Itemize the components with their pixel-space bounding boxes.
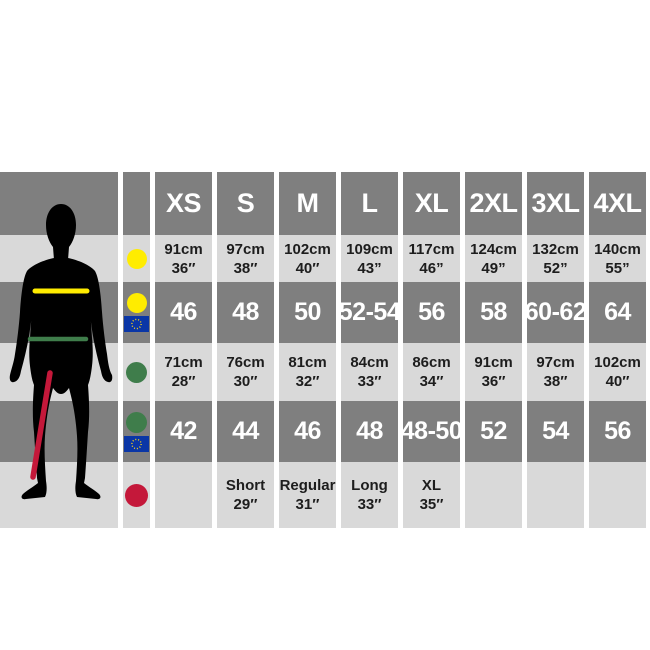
leg-length-cell: Regular 31″ <box>279 462 336 528</box>
eu-flag-icon <box>124 435 149 452</box>
male-silhouette <box>9 204 113 500</box>
eu-size-cell: 46 <box>155 282 212 343</box>
eu-size-cell: 52-54 <box>339 282 401 343</box>
silhouette-head <box>46 204 76 260</box>
measurement-cell: 140cm 55” <box>589 235 646 282</box>
yellow-dot-icon <box>126 248 147 269</box>
size-header-cell: L <box>341 172 398 235</box>
eu-size-cell: 44 <box>217 401 274 462</box>
red-dot-icon <box>125 483 148 507</box>
row-marker-cell <box>123 462 150 528</box>
measurement-cell: 102cm 40″ <box>589 343 646 401</box>
eu-size-cell: 56 <box>403 282 460 343</box>
leg-length-cell <box>155 462 212 528</box>
row-marker-cell <box>123 235 150 282</box>
leg-length-cell: Long 33″ <box>341 462 398 528</box>
eu-size-cell: 48 <box>217 282 274 343</box>
eu-size-cell: 50 <box>279 282 336 343</box>
measurement-cell: 124cm 49” <box>465 235 522 282</box>
measurement-cell: 81cm 32″ <box>279 343 336 401</box>
row-marker-cell <box>123 282 150 343</box>
eu-size-cell: 60-62 <box>525 282 587 343</box>
eu-flag-icon <box>124 316 149 332</box>
size-header-cell: 3XL <box>527 172 584 235</box>
size-header-cell: M <box>279 172 336 235</box>
eu-size-cell: 58 <box>465 282 522 343</box>
eu-size-cell: 52 <box>465 401 522 462</box>
eu-size-cell: 48 <box>341 401 398 462</box>
row-marker-cell <box>123 343 150 401</box>
eu-size-cell: 56 <box>589 401 646 462</box>
figure-cell <box>0 172 118 528</box>
measurement-cell: 91cm 36″ <box>155 235 212 282</box>
eu-size-cell: 54 <box>527 401 584 462</box>
size-header-cell: 2XL <box>465 172 522 235</box>
measurement-cell: 71cm 28″ <box>155 343 212 401</box>
green-dot-icon <box>126 361 147 383</box>
size-header-cell: 4XL <box>589 172 646 235</box>
eu-size-cell: 48-50 <box>401 401 463 462</box>
measurement-cell: 84cm 33″ <box>341 343 398 401</box>
row-marker-cell <box>123 401 150 462</box>
leg-length-cell <box>589 462 646 528</box>
eu-size-cell: 64 <box>589 282 646 343</box>
measurement-cell: 132cm 52” <box>527 235 584 282</box>
measurement-cell: 117cm 46” <box>403 235 460 282</box>
silhouette-body <box>9 258 113 500</box>
inseam-measure-line <box>30 370 53 480</box>
size-header-cell: XS <box>155 172 212 235</box>
leg-length-cell <box>527 462 584 528</box>
leg-length-cell: XL 35″ <box>403 462 460 528</box>
measurement-cell: 76cm 30″ <box>217 343 274 401</box>
size-header-cell: XL <box>403 172 460 235</box>
measurement-cell: 97cm 38″ <box>527 343 584 401</box>
measurement-cell: 102cm 40″ <box>279 235 336 282</box>
yellow-dot-icon <box>126 293 147 313</box>
measurement-cell: 86cm 34″ <box>403 343 460 401</box>
size-header-cell: S <box>217 172 274 235</box>
leg-length-cell <box>465 462 522 528</box>
leg-length-cell: Short 29″ <box>217 462 274 528</box>
size-table: XS S M L XL 2XL 3XL 4XL 91cm 36″ 97cm 38… <box>0 172 646 528</box>
eu-size-cell: 42 <box>155 401 212 462</box>
green-dot-icon <box>126 411 147 433</box>
eu-size-cell: 46 <box>279 401 336 462</box>
measurement-cell: 91cm 36″ <box>465 343 522 401</box>
measurement-cell: 97cm 38″ <box>217 235 274 282</box>
marker-column-header <box>123 172 150 235</box>
measurement-cell: 109cm 43” <box>341 235 398 282</box>
